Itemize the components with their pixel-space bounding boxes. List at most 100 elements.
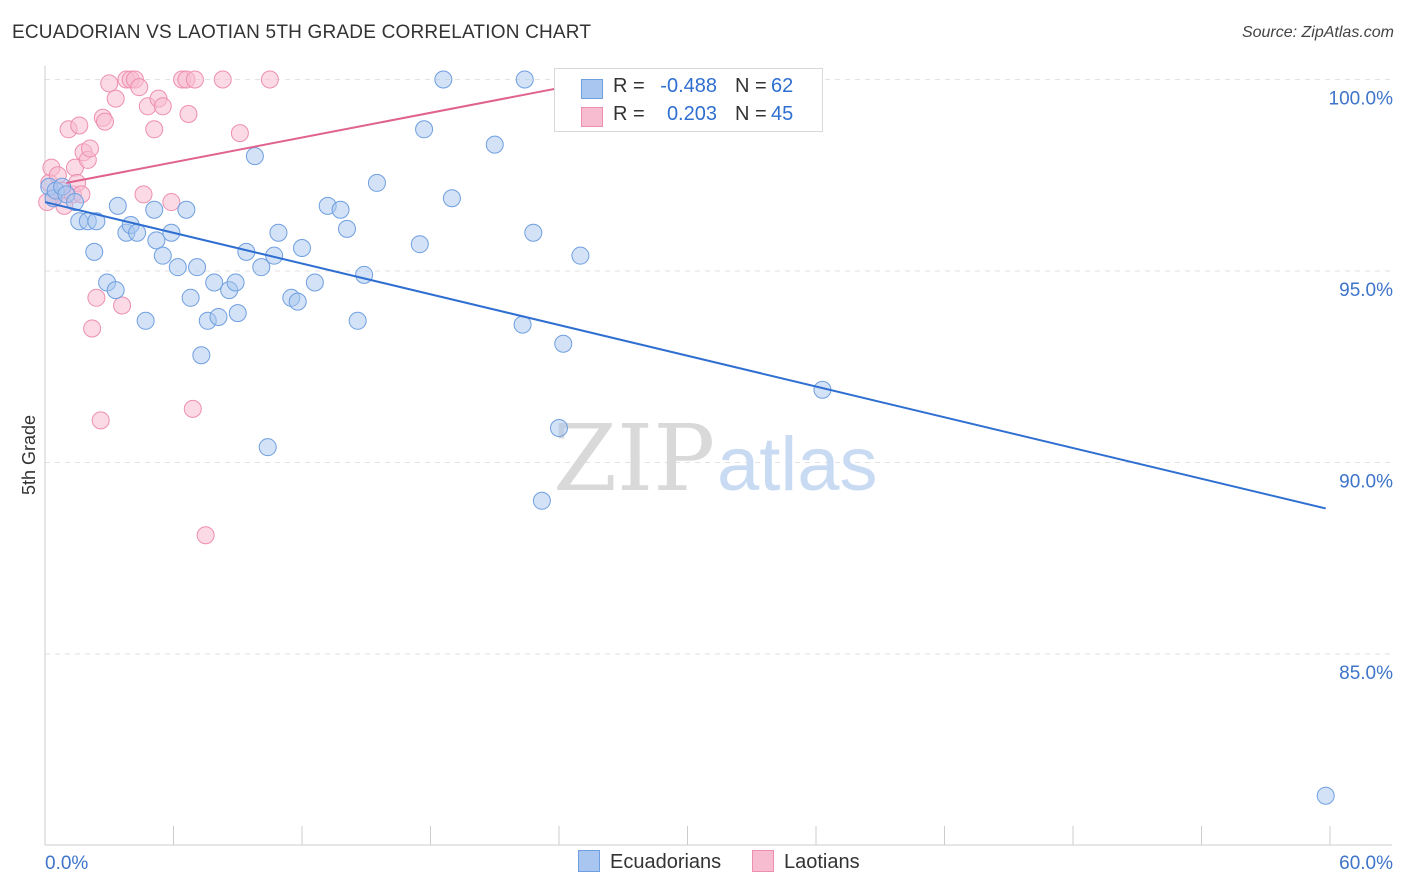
ecuadorian-point (434, 70, 453, 89)
laotian-point (70, 116, 89, 135)
ecuadorian-point (331, 200, 350, 219)
y-tick-label: 85.0% (1339, 663, 1393, 684)
x-tick-label: 60.0% (1339, 853, 1393, 874)
ecuadorian-point (188, 258, 207, 277)
laotian-point (100, 74, 119, 93)
laotian-point (185, 70, 204, 89)
watermark-atlas: atlas (717, 422, 878, 507)
laotian-point (230, 124, 249, 143)
bottom-legend-ecuadorians: Ecuadorians (578, 850, 721, 874)
stats-legend: R = -0.488 N = 62 R = 0.203 N = 45 (554, 68, 823, 132)
ecuadorian-point (269, 223, 288, 242)
legend-r-value: -0.488 (660, 75, 717, 97)
ecuadorian-point (524, 223, 543, 242)
ecuadorian-point (106, 281, 125, 300)
ecuadorian-point (128, 223, 147, 242)
ecuadorian-point (252, 258, 271, 277)
ecuadorian-point (571, 246, 590, 265)
ecuadorian-point (85, 242, 104, 261)
laotian-point (145, 120, 164, 139)
ecuadorian-point (65, 193, 84, 212)
y-tick-label: 90.0% (1339, 472, 1393, 493)
laotian-point (179, 104, 198, 123)
laotian-point (130, 78, 149, 97)
trend-lines (44, 74, 1326, 510)
ecuadorian-point (550, 419, 568, 438)
ecuadorians-trend-line (44, 201, 1326, 510)
laotian-point (106, 89, 125, 108)
legend-n-label: N = (735, 75, 767, 97)
legend-r-value: 0.203 (666, 103, 717, 125)
legend-n-value: 62 (771, 75, 794, 97)
bottom-legend-label: Laotians (784, 851, 860, 873)
ecuadorian-point (532, 491, 551, 510)
laotian-point (183, 399, 202, 418)
ecuadorian-point (145, 200, 164, 219)
ecuadorian-point (168, 258, 187, 277)
y-axis-label: 5th Grade (19, 415, 39, 495)
legend-swatch-blue (581, 79, 603, 99)
ecuadorian-point (87, 212, 106, 231)
laotian-point (95, 112, 114, 131)
laotian-point (134, 185, 153, 204)
ecuadorian-point (554, 334, 573, 353)
ecuadorian-point (209, 307, 228, 326)
laotian-point (196, 526, 215, 545)
laotian-point (83, 319, 102, 338)
legend-r-label: R = (613, 103, 645, 125)
watermark-zip: ZIP (553, 405, 715, 512)
ecuadorian-point (181, 288, 200, 307)
ecuadorian-point (410, 235, 429, 254)
ecuadorian-point (288, 292, 307, 311)
ecuadorian-point (293, 239, 311, 258)
ecuadorian-point (258, 438, 277, 457)
ecuadorian-point (367, 173, 386, 192)
ecuadorian-point (415, 120, 434, 139)
laotian-point (162, 193, 181, 212)
ecuadorians-points (40, 70, 1335, 805)
legend-row-laotians: R = 0.203 N = 45 (555, 101, 822, 129)
bottom-legend-swatch-blue (578, 850, 600, 872)
ecuadorian-point (1316, 786, 1335, 805)
laotians-points (38, 70, 622, 545)
ecuadorian-point (515, 70, 534, 89)
ecuadorian-point (226, 273, 245, 292)
ecuadorian-point (485, 135, 504, 154)
laotian-point (87, 288, 106, 307)
ecuadorian-point (228, 304, 247, 323)
ecuadorian-point (348, 311, 367, 330)
ecuadorian-point (108, 196, 127, 215)
laotian-point (91, 411, 110, 430)
tick-labels: 85.0% 90.0% 95.0% 100.0% 0.0% 60.0% (45, 89, 1393, 875)
legend-n-value: 45 (771, 103, 794, 125)
legend-n-label: N = (735, 103, 767, 125)
ecuadorian-point (442, 189, 461, 208)
source-text: Source: ZipAtlas.com (1241, 24, 1394, 41)
ecuadorian-point (147, 231, 166, 250)
laotians-trend-line (66, 74, 624, 184)
y-tick-label: 95.0% (1339, 280, 1393, 301)
legend-r-label: R = (613, 75, 645, 97)
ecuadorian-point (136, 311, 155, 330)
watermark: ZIP atlas (553, 405, 878, 512)
ecuadorian-point (192, 346, 211, 365)
legend-swatch-pink (581, 107, 603, 127)
ecuadorian-point (245, 147, 264, 166)
grid-lines (45, 79, 1390, 655)
axes (44, 66, 1392, 846)
ecuadorian-point (177, 200, 196, 219)
laotian-point (213, 70, 232, 89)
laotian-point (153, 97, 172, 116)
laotian-point (260, 70, 279, 89)
laotian-point (80, 139, 99, 158)
legend-row-ecuadorians: R = -0.488 N = 62 (555, 73, 822, 101)
ecuadorian-point (305, 273, 324, 292)
x-tick-label: 0.0% (45, 853, 88, 874)
bottom-legend-laotians: Laotians (752, 850, 860, 874)
ecuadorian-point (153, 246, 172, 265)
ecuadorian-point (205, 273, 224, 292)
chart-title: ECUADORIAN VS LAOTIAN 5TH GRADE CORRELAT… (12, 22, 592, 43)
ecuadorian-point (337, 219, 356, 238)
laotian-point (113, 296, 132, 315)
